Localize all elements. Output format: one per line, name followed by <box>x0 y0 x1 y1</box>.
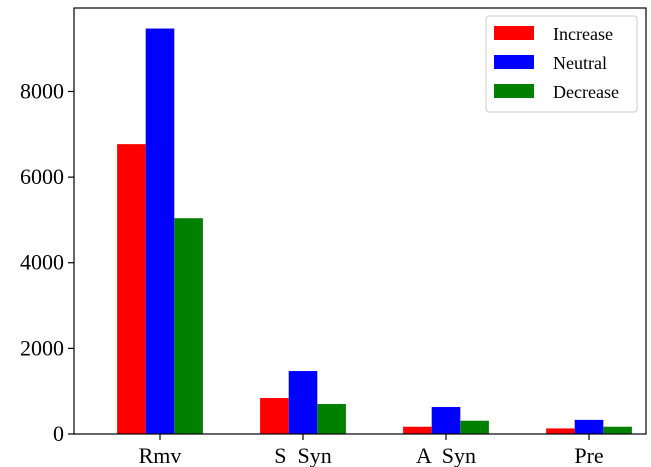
y-tick-label: 4000 <box>20 250 64 275</box>
legend-swatch-increase <box>494 26 534 40</box>
bar-decrease-1 <box>317 404 346 434</box>
y-tick-label: 0 <box>53 421 64 446</box>
axes-group: 0 2000 4000 6000 8000 Rmv S Syn A Syn Pre <box>20 78 604 467</box>
bar-neutral-0 <box>145 28 175 435</box>
legend-swatch-decrease <box>494 84 534 98</box>
x-tick-label: S Syn <box>274 443 331 467</box>
plot-frame <box>73 7 647 435</box>
bar-decrease-2 <box>460 420 489 434</box>
x-tick-label: Pre <box>574 443 603 467</box>
bar-increase-2 <box>403 426 432 434</box>
y-tick-label: 6000 <box>20 164 64 189</box>
bar-increase-1 <box>260 398 289 434</box>
bar-neutral-1 <box>288 371 318 434</box>
y-tick-label: 8000 <box>20 78 64 103</box>
x-tick-label: Rmv <box>139 443 182 467</box>
legend: Increase Neutral Decrease <box>485 15 638 113</box>
bar-neutral-2 <box>431 407 461 434</box>
y-tick-label: 2000 <box>20 335 64 360</box>
bar-neutral-3 <box>574 419 604 434</box>
bar-decrease-3 <box>603 426 632 434</box>
bars-group <box>117 28 632 435</box>
legend-label-increase: Increase <box>553 24 613 44</box>
legend-swatch-neutral <box>494 55 534 69</box>
legend-label-decrease: Decrease <box>553 82 619 102</box>
legend-label-neutral: Neutral <box>553 53 607 73</box>
x-tick-label: A Syn <box>416 443 476 467</box>
bar-decrease-0 <box>174 218 203 434</box>
bar-increase-3 <box>546 428 575 434</box>
bar-increase-0 <box>117 144 146 434</box>
